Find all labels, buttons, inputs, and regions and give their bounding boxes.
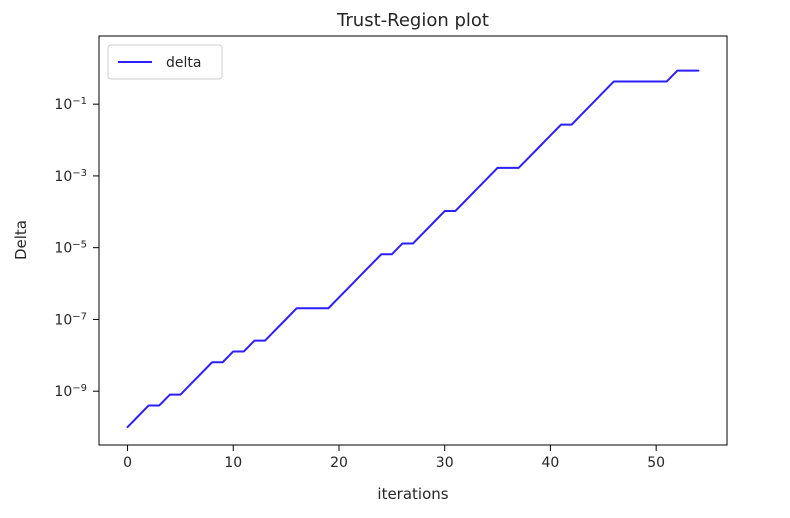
plot-frame xyxy=(98,35,728,446)
y-tick-label: 10−7 xyxy=(54,311,87,329)
x-tick-label: 50 xyxy=(647,455,665,471)
y-tick-label: 10−3 xyxy=(54,167,87,185)
legend-box xyxy=(107,44,223,80)
x-tick-label: 30 xyxy=(436,455,454,471)
chart-title: Trust-Region plot xyxy=(336,10,489,31)
x-tick-label: 20 xyxy=(330,455,348,471)
y-tick-label: 10−5 xyxy=(54,239,87,257)
x-tick-label: 10 xyxy=(224,455,242,471)
y-axis-ticks: 10−1 10−3 10−5 10−7 10−9 xyxy=(54,96,99,401)
legend-label-delta: delta xyxy=(166,55,201,71)
plot-background xyxy=(99,36,727,445)
x-tick-label: 0 xyxy=(123,455,132,471)
x-axis-label: iterations xyxy=(377,485,448,503)
series-line-delta xyxy=(126,69,700,429)
x-axis-ticks: 0 10 20 30 40 50 xyxy=(123,445,665,471)
legend: delta xyxy=(107,44,223,80)
y-axis-label: Delta xyxy=(12,220,30,260)
x-tick-label: 40 xyxy=(542,455,560,471)
y-tick-label: 10−1 xyxy=(54,96,87,114)
y-tick-label: 10−9 xyxy=(54,383,87,401)
